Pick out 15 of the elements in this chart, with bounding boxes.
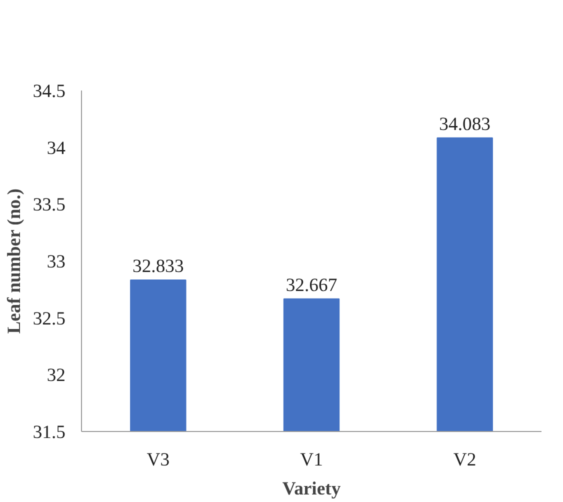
x-axis-title: Variety [282, 478, 342, 500]
data-label: 32.833 [132, 256, 184, 277]
y-tick-label: 32 [46, 365, 66, 386]
y-tick-label: 34.5 [32, 81, 66, 102]
x-tick-label: V2 [453, 450, 476, 470]
y-tick-label: 32.5 [32, 308, 66, 330]
y-tick-label: 31.5 [32, 422, 66, 443]
y-tick-label: 34 [46, 138, 66, 159]
data-label: 34.083 [439, 114, 490, 135]
y-axis-title: Leaf number (no.) [4, 188, 25, 334]
y-tick-label: 33.5 [32, 194, 66, 216]
y-tick-label: 33 [46, 252, 66, 272]
data-label: 32.667 [286, 274, 338, 296]
x-tick-label: V3 [146, 450, 170, 470]
x-tick-label: V1 [300, 450, 323, 470]
